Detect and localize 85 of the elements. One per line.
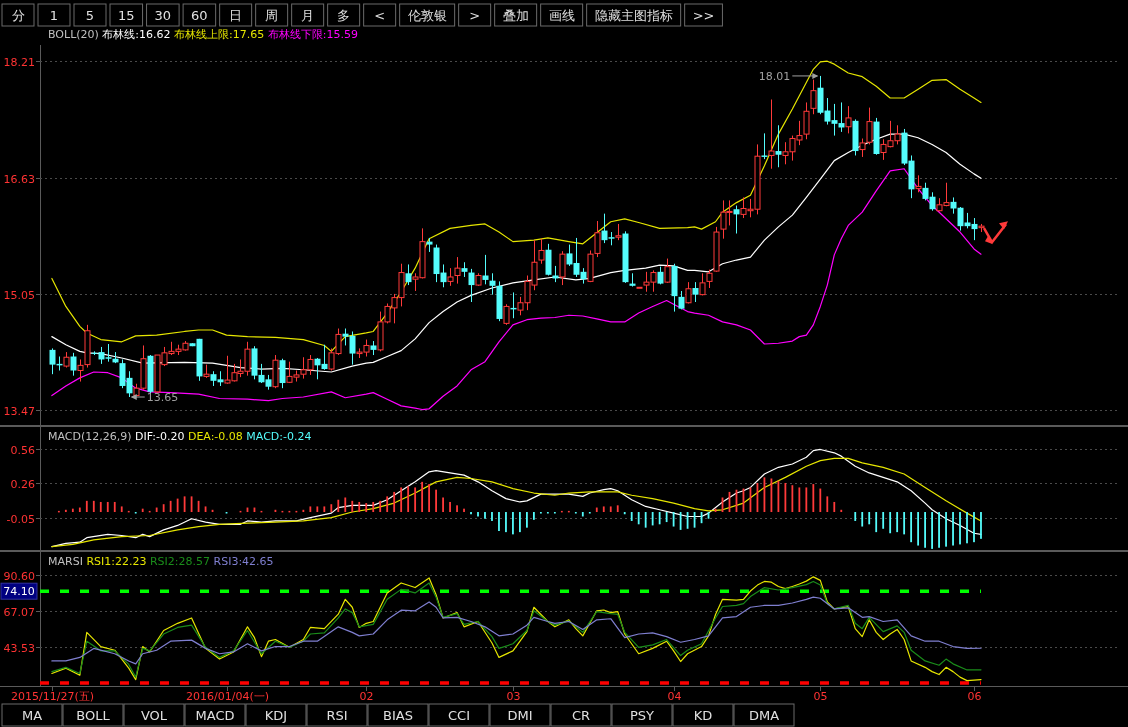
text: 布林线上限:17.65 <box>174 28 268 41</box>
text: DEA:-0.08 <box>187 430 247 443</box>
text: 画线 <box>548 8 575 23</box>
y-tick-label: 90.60 <box>3 569 35 583</box>
y-tick-label: 13.47 <box>3 404 35 418</box>
text: 叠加 <box>502 8 529 23</box>
text: MACD:-0.24 <box>246 430 312 443</box>
text: PSY <box>629 708 655 723</box>
text: DMA <box>748 708 780 723</box>
y-tick-label: 15.05 <box>3 288 35 302</box>
candlestick <box>775 124 782 168</box>
candlestick <box>70 352 77 377</box>
candlestick <box>768 99 775 170</box>
y-tick-label: 0.26 <box>10 477 35 491</box>
chart-title: MARSI <box>48 555 87 568</box>
text: >> <box>692 8 715 23</box>
y-tick-label: 0.56 <box>10 443 35 457</box>
text: 分 <box>11 8 25 23</box>
candlestick <box>629 272 636 288</box>
text: 隐藏主图指标 <box>594 8 673 23</box>
text: RSI2:28.57 <box>149 555 214 568</box>
text: 布林线下限:15.59 <box>267 28 358 41</box>
candlestick <box>468 268 475 303</box>
x-tick-label: 06 <box>967 690 982 703</box>
candlestick <box>405 263 412 286</box>
candlestick <box>845 105 852 134</box>
y-tick-label: 43.53 <box>3 641 35 655</box>
candlestick <box>706 269 713 289</box>
text: BOLL <box>76 708 111 723</box>
y-tick-label: -0.05 <box>6 512 35 526</box>
text: RSI <box>326 708 348 723</box>
x-tick-label: 03 <box>506 690 521 703</box>
text: VOL <box>140 708 168 723</box>
text: 日 <box>229 8 243 23</box>
text: > <box>469 8 481 23</box>
candlestick <box>489 272 496 296</box>
annotation: 13.65 <box>146 391 179 405</box>
text: KD <box>693 708 713 723</box>
candlestick <box>803 101 810 140</box>
text: BIAS <box>383 708 413 723</box>
text: KDJ <box>264 708 288 723</box>
text: 月 <box>301 8 315 23</box>
text: CCI <box>448 708 470 723</box>
text: 伦敦银 <box>407 8 447 23</box>
text: MACD <box>195 708 235 723</box>
candlestick <box>77 358 84 383</box>
candlestick <box>454 256 461 285</box>
annotation: 18.01 <box>758 69 791 83</box>
text: MA <box>21 708 43 723</box>
candlestick <box>279 358 286 389</box>
y-tick-label: 16.63 <box>3 172 35 186</box>
text: < <box>374 8 386 23</box>
text: 周 <box>265 8 279 23</box>
x-tick-label: 2015/11/27(五) <box>11 690 94 703</box>
text: RSI3:42.65 <box>213 555 274 568</box>
chart-title: MACD(12,26,9) <box>48 430 136 443</box>
text: 多 <box>337 8 351 23</box>
text: CR <box>571 708 591 723</box>
y-tick-label: 18.21 <box>3 55 35 69</box>
candlestick <box>664 258 671 284</box>
candlestick <box>559 250 566 286</box>
line-series <box>51 596 982 665</box>
text: RSI1:22.23 <box>86 555 150 568</box>
text: DMI <box>507 708 533 723</box>
chart-title: BOLL(20) <box>48 28 103 41</box>
candlestick <box>538 238 545 265</box>
text: 60 <box>191 8 208 23</box>
x-tick-label: 2016/01/04(一) <box>186 690 269 703</box>
text: 5 <box>85 8 95 23</box>
text: 1 <box>49 8 59 23</box>
candlestick <box>810 79 817 115</box>
x-tick-label: 05 <box>813 690 828 703</box>
text: 布林线:16.62 <box>102 28 175 41</box>
y-tick-label: 67.07 <box>3 605 35 619</box>
text: 15 <box>118 8 135 23</box>
annotation: 74.10 <box>3 585 35 599</box>
candlestick <box>761 132 768 160</box>
text: DIF:-0.20 <box>135 430 188 443</box>
x-tick-label: 04 <box>667 690 682 703</box>
candlestick <box>692 281 699 303</box>
line-series <box>51 168 982 411</box>
text: 30 <box>154 8 172 23</box>
candlestick <box>503 303 510 326</box>
candlestick <box>733 205 740 235</box>
x-tick-label: 02 <box>359 690 374 703</box>
